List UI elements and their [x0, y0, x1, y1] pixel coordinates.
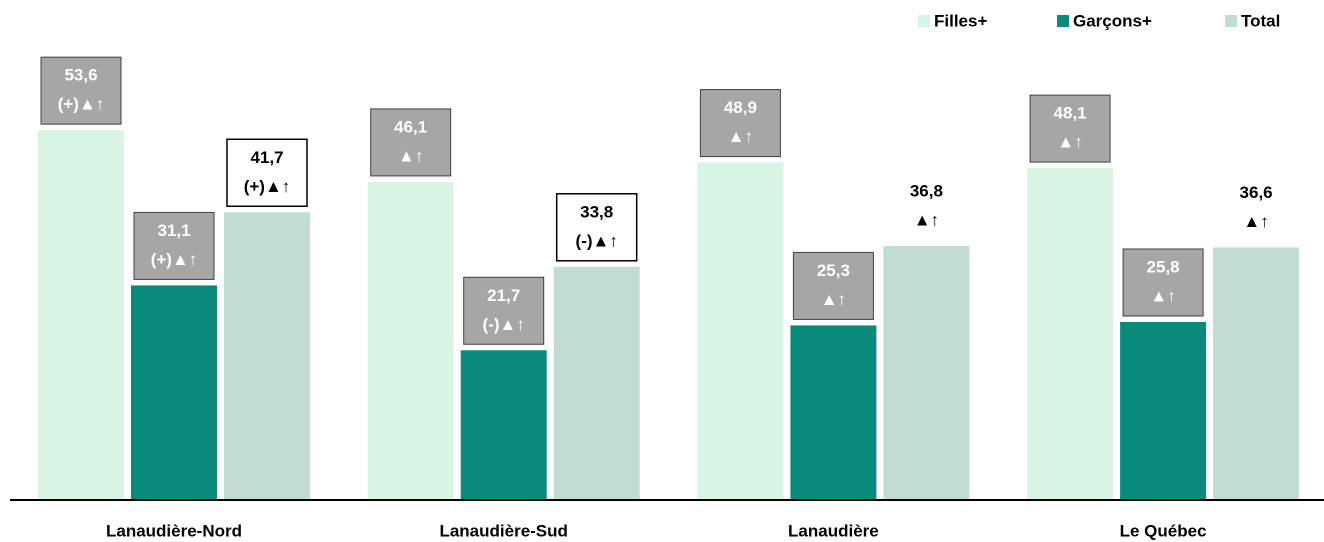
value-label: 41,7: [250, 148, 283, 167]
value-annotation: ▲↑: [1243, 212, 1268, 231]
legend-swatch: [1225, 15, 1237, 27]
value-label: 53,6: [64, 66, 97, 85]
value-label: 36,8: [910, 182, 943, 201]
value-annotation: (+)▲↑: [244, 177, 291, 196]
label-box: [699, 89, 781, 158]
value-label: 25,8: [1147, 257, 1180, 276]
value-annotation: ▲↑: [1057, 133, 1082, 152]
legend-swatch: [1057, 15, 1069, 27]
x-tick-label: Lanaudière: [788, 521, 879, 540]
legend-label: Total: [1241, 11, 1280, 30]
value-annotation: ▲↑: [728, 127, 753, 146]
bar: [790, 325, 877, 500]
value-annotation: (+)▲↑: [151, 250, 198, 269]
label-box: [133, 211, 215, 280]
bar: [883, 246, 970, 500]
bar: [224, 212, 310, 500]
legend-label: Filles+: [934, 11, 987, 30]
label-box: [463, 276, 545, 345]
label-box: [1029, 94, 1111, 163]
value-annotation: (-)▲↑: [576, 231, 618, 250]
value-annotation: (+)▲↑: [58, 95, 105, 114]
value-annotation: ▲↑: [398, 146, 423, 165]
value-label: 25,3: [817, 261, 850, 280]
label-box: [792, 251, 874, 320]
legend-label: Garçons+: [1073, 11, 1152, 30]
bar: [367, 181, 454, 500]
bar: [131, 285, 217, 500]
value-annotation: ▲↑: [821, 290, 846, 309]
bar: [553, 266, 640, 500]
label-box: [370, 108, 452, 177]
value-label: 33,8: [580, 202, 613, 221]
value-annotation: (-)▲↑: [483, 315, 525, 334]
value-label: 48,1: [1054, 104, 1087, 123]
bar: [1213, 247, 1300, 500]
x-tick-label: Lanaudière-Sud: [439, 521, 567, 540]
bar: [697, 162, 784, 500]
label-box: [555, 193, 638, 262]
bar: [460, 350, 547, 500]
value-label: 48,9: [724, 98, 757, 117]
label-box: [1122, 248, 1204, 317]
bar: [38, 130, 124, 500]
value-label: 31,1: [157, 221, 190, 240]
legend-swatch: [918, 15, 930, 27]
value-annotation: ▲↑: [1150, 286, 1175, 305]
x-tick-label: Lanaudière-Nord: [106, 521, 242, 540]
value-label: 21,7: [487, 286, 520, 305]
x-tick-label: Le Québec: [1120, 521, 1207, 540]
value-annotation: ▲↑: [914, 211, 939, 230]
value-label: 36,6: [1240, 183, 1273, 202]
value-label: 46,1: [394, 117, 427, 136]
bar: [1027, 168, 1114, 501]
label-box: [40, 56, 122, 125]
bar: [1120, 321, 1207, 500]
label-box: [226, 138, 308, 208]
